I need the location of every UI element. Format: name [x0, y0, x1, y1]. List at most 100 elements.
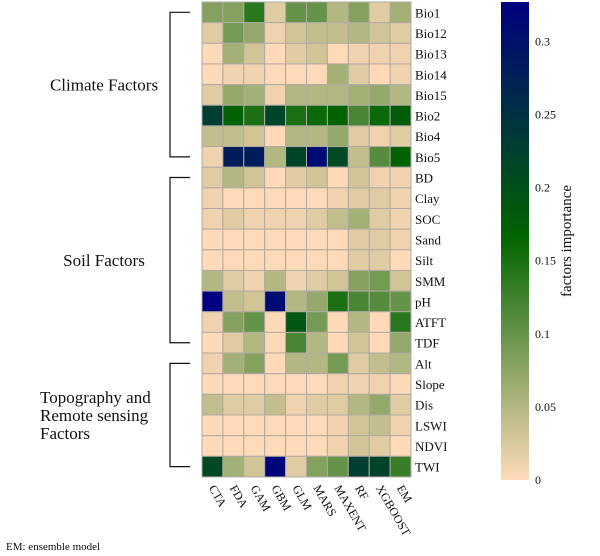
- heatmap-cell-atft-mars: [306, 311, 328, 333]
- heatmap-cell-bio12-glm: [285, 22, 308, 44]
- heatmap-cell-smm-fda: [222, 269, 245, 292]
- column-label: CTA: [206, 482, 230, 509]
- heatmap-cell-silt-gbm: [264, 249, 287, 271]
- row-label: TDF: [415, 336, 440, 351]
- heatmap-cell-ndvi-gbm: [264, 435, 287, 457]
- colorbar-tick-label: 0.2: [535, 181, 550, 195]
- row-label: Bio4: [415, 129, 441, 144]
- heatmap-cell-alt-gam: [243, 352, 266, 375]
- row-label: Dis: [415, 398, 433, 413]
- heatmap-cell-atft-xgboost: [368, 311, 391, 333]
- column-label: GAM: [248, 482, 274, 514]
- heatmap-cell-bio14-xgboost: [368, 63, 391, 86]
- heatmap-cell-bio1-maxent: [326, 1, 349, 24]
- heatmap-cell-bd-em: [389, 166, 412, 189]
- heatmap-cell-bio4-em: [389, 125, 412, 148]
- heatmap-cell-smm-xgboost: [368, 269, 391, 292]
- heatmap-cell-bio14-mars: [306, 63, 328, 86]
- heatmap-cell-bio4-rf: [347, 125, 370, 148]
- heatmap-cell-ph-mars: [306, 290, 328, 313]
- heatmap-cell-bio1-gam: [243, 1, 266, 24]
- heatmap-cell-slope-xgboost: [368, 373, 391, 395]
- group-bracket: [169, 176, 190, 344]
- heatmap-cell-bio4-mars: [306, 125, 328, 148]
- heatmap-cell-sand-em: [389, 228, 412, 251]
- heatmap-cell-dis-xgboost: [368, 393, 391, 416]
- heatmap-cell-smm-rf: [347, 269, 370, 292]
- heatmap-cell-bio2-xgboost: [368, 104, 391, 127]
- heatmap-cell-bio12-rf: [347, 22, 370, 44]
- heatmap-cell-twi-mars: [306, 455, 328, 478]
- heatmap-cell-atft-gam: [243, 311, 266, 333]
- heatmap-cell-bio13-em: [389, 42, 412, 65]
- heatmap-cell-bio12-gbm: [264, 22, 287, 44]
- row-label: Alt: [415, 356, 432, 371]
- heatmap-cell-silt-mars: [306, 249, 328, 271]
- heatmap-cell-ph-cta: [201, 290, 224, 313]
- heatmap-cell-bio15-gbm: [264, 84, 287, 106]
- heatmap-cell-alt-em: [389, 352, 412, 375]
- heatmap-cell-bd-maxent: [326, 166, 349, 189]
- heatmap-cell-bio15-gam: [243, 84, 266, 106]
- heatmap-cell-ph-gbm: [264, 290, 287, 313]
- heatmap-cell-bio5-gam: [243, 146, 266, 168]
- heatmap-cell-ph-fda: [222, 290, 245, 313]
- heatmap-cell-dis-fda: [222, 393, 245, 416]
- heatmap-cell-bio14-gbm: [264, 63, 287, 86]
- heatmap-cell-tdf-xgboost: [368, 331, 391, 354]
- heatmap-cell-tdf-glm: [285, 331, 308, 354]
- heatmap-cell-silt-em: [389, 249, 412, 271]
- row-label: ATFT: [415, 315, 446, 330]
- heatmap-cell-bio15-glm: [285, 84, 308, 106]
- heatmap-cell-bio5-xgboost: [368, 146, 391, 168]
- heatmap-cell-ph-em: [389, 290, 412, 313]
- heatmap-cell-bio1-glm: [285, 1, 308, 24]
- heatmap-cell-slope-gam: [243, 373, 266, 395]
- heatmap-cell-ndvi-fda: [222, 435, 245, 457]
- row-label: Slope: [415, 377, 445, 392]
- heatmap-cell-bd-gbm: [264, 166, 287, 189]
- heatmap-cell-bd-gam: [243, 166, 266, 189]
- heatmap-cell-bio2-maxent: [326, 104, 349, 127]
- heatmap-cell-ndvi-glm: [285, 435, 308, 457]
- colorbar: 0 0.05 0.1 0.15 0.2 0.25 0.3 factors importanc…: [501, 2, 575, 487]
- heatmap-cell-silt-cta: [201, 249, 224, 271]
- heatmap-cell-soc-xgboost: [368, 208, 391, 230]
- heatmap-cell-twi-glm: [285, 455, 308, 478]
- heatmap-cell-clay-mars: [306, 187, 328, 210]
- heatmap-cell-bio14-gam: [243, 63, 266, 86]
- colorbar-label: factors importance: [559, 185, 575, 297]
- heatmap-cell-twi-maxent: [326, 455, 349, 478]
- heatmap-cell-dis-gbm: [264, 393, 287, 416]
- heatmap-cell-bio13-mars: [306, 42, 328, 65]
- heatmap-cell-bio13-rf: [347, 42, 370, 65]
- heatmap-cell-clay-em: [389, 187, 412, 210]
- row-label: Sand: [415, 232, 442, 247]
- heatmap-cell-smm-em: [389, 269, 412, 292]
- heatmap-cell-lswi-glm: [285, 414, 308, 437]
- heatmap-cell-ndvi-em: [389, 435, 412, 457]
- heatmap-cell-sand-fda: [222, 228, 245, 251]
- heatmap-cell-bio15-xgboost: [368, 84, 391, 106]
- heatmap-cell-lswi-em: [389, 414, 412, 437]
- heatmap-cell-bd-glm: [285, 166, 308, 189]
- column-label: GBM: [269, 482, 295, 513]
- row-label: BD: [415, 171, 433, 186]
- row-label: Clay: [415, 191, 440, 206]
- heatmap-cell-ph-glm: [285, 290, 308, 313]
- heatmap-cell-sand-gbm: [264, 228, 287, 251]
- heatmap-cell-bio13-gbm: [264, 42, 287, 65]
- heatmap-cell-bio1-mars: [306, 1, 328, 24]
- column-label: FDA: [227, 482, 251, 510]
- row-label: TWI: [415, 460, 440, 475]
- row-label: Bio14: [415, 67, 447, 82]
- colorbar-tick-label: 0.15: [535, 254, 556, 268]
- heatmap-cell-lswi-cta: [201, 414, 224, 437]
- heatmap-cell-tdf-em: [389, 331, 412, 354]
- heatmap-cell-ph-rf: [347, 290, 370, 313]
- heatmap-cell-alt-cta: [201, 352, 224, 375]
- heatmap-cell-bio14-fda: [222, 63, 245, 86]
- column-label: RF: [352, 482, 372, 502]
